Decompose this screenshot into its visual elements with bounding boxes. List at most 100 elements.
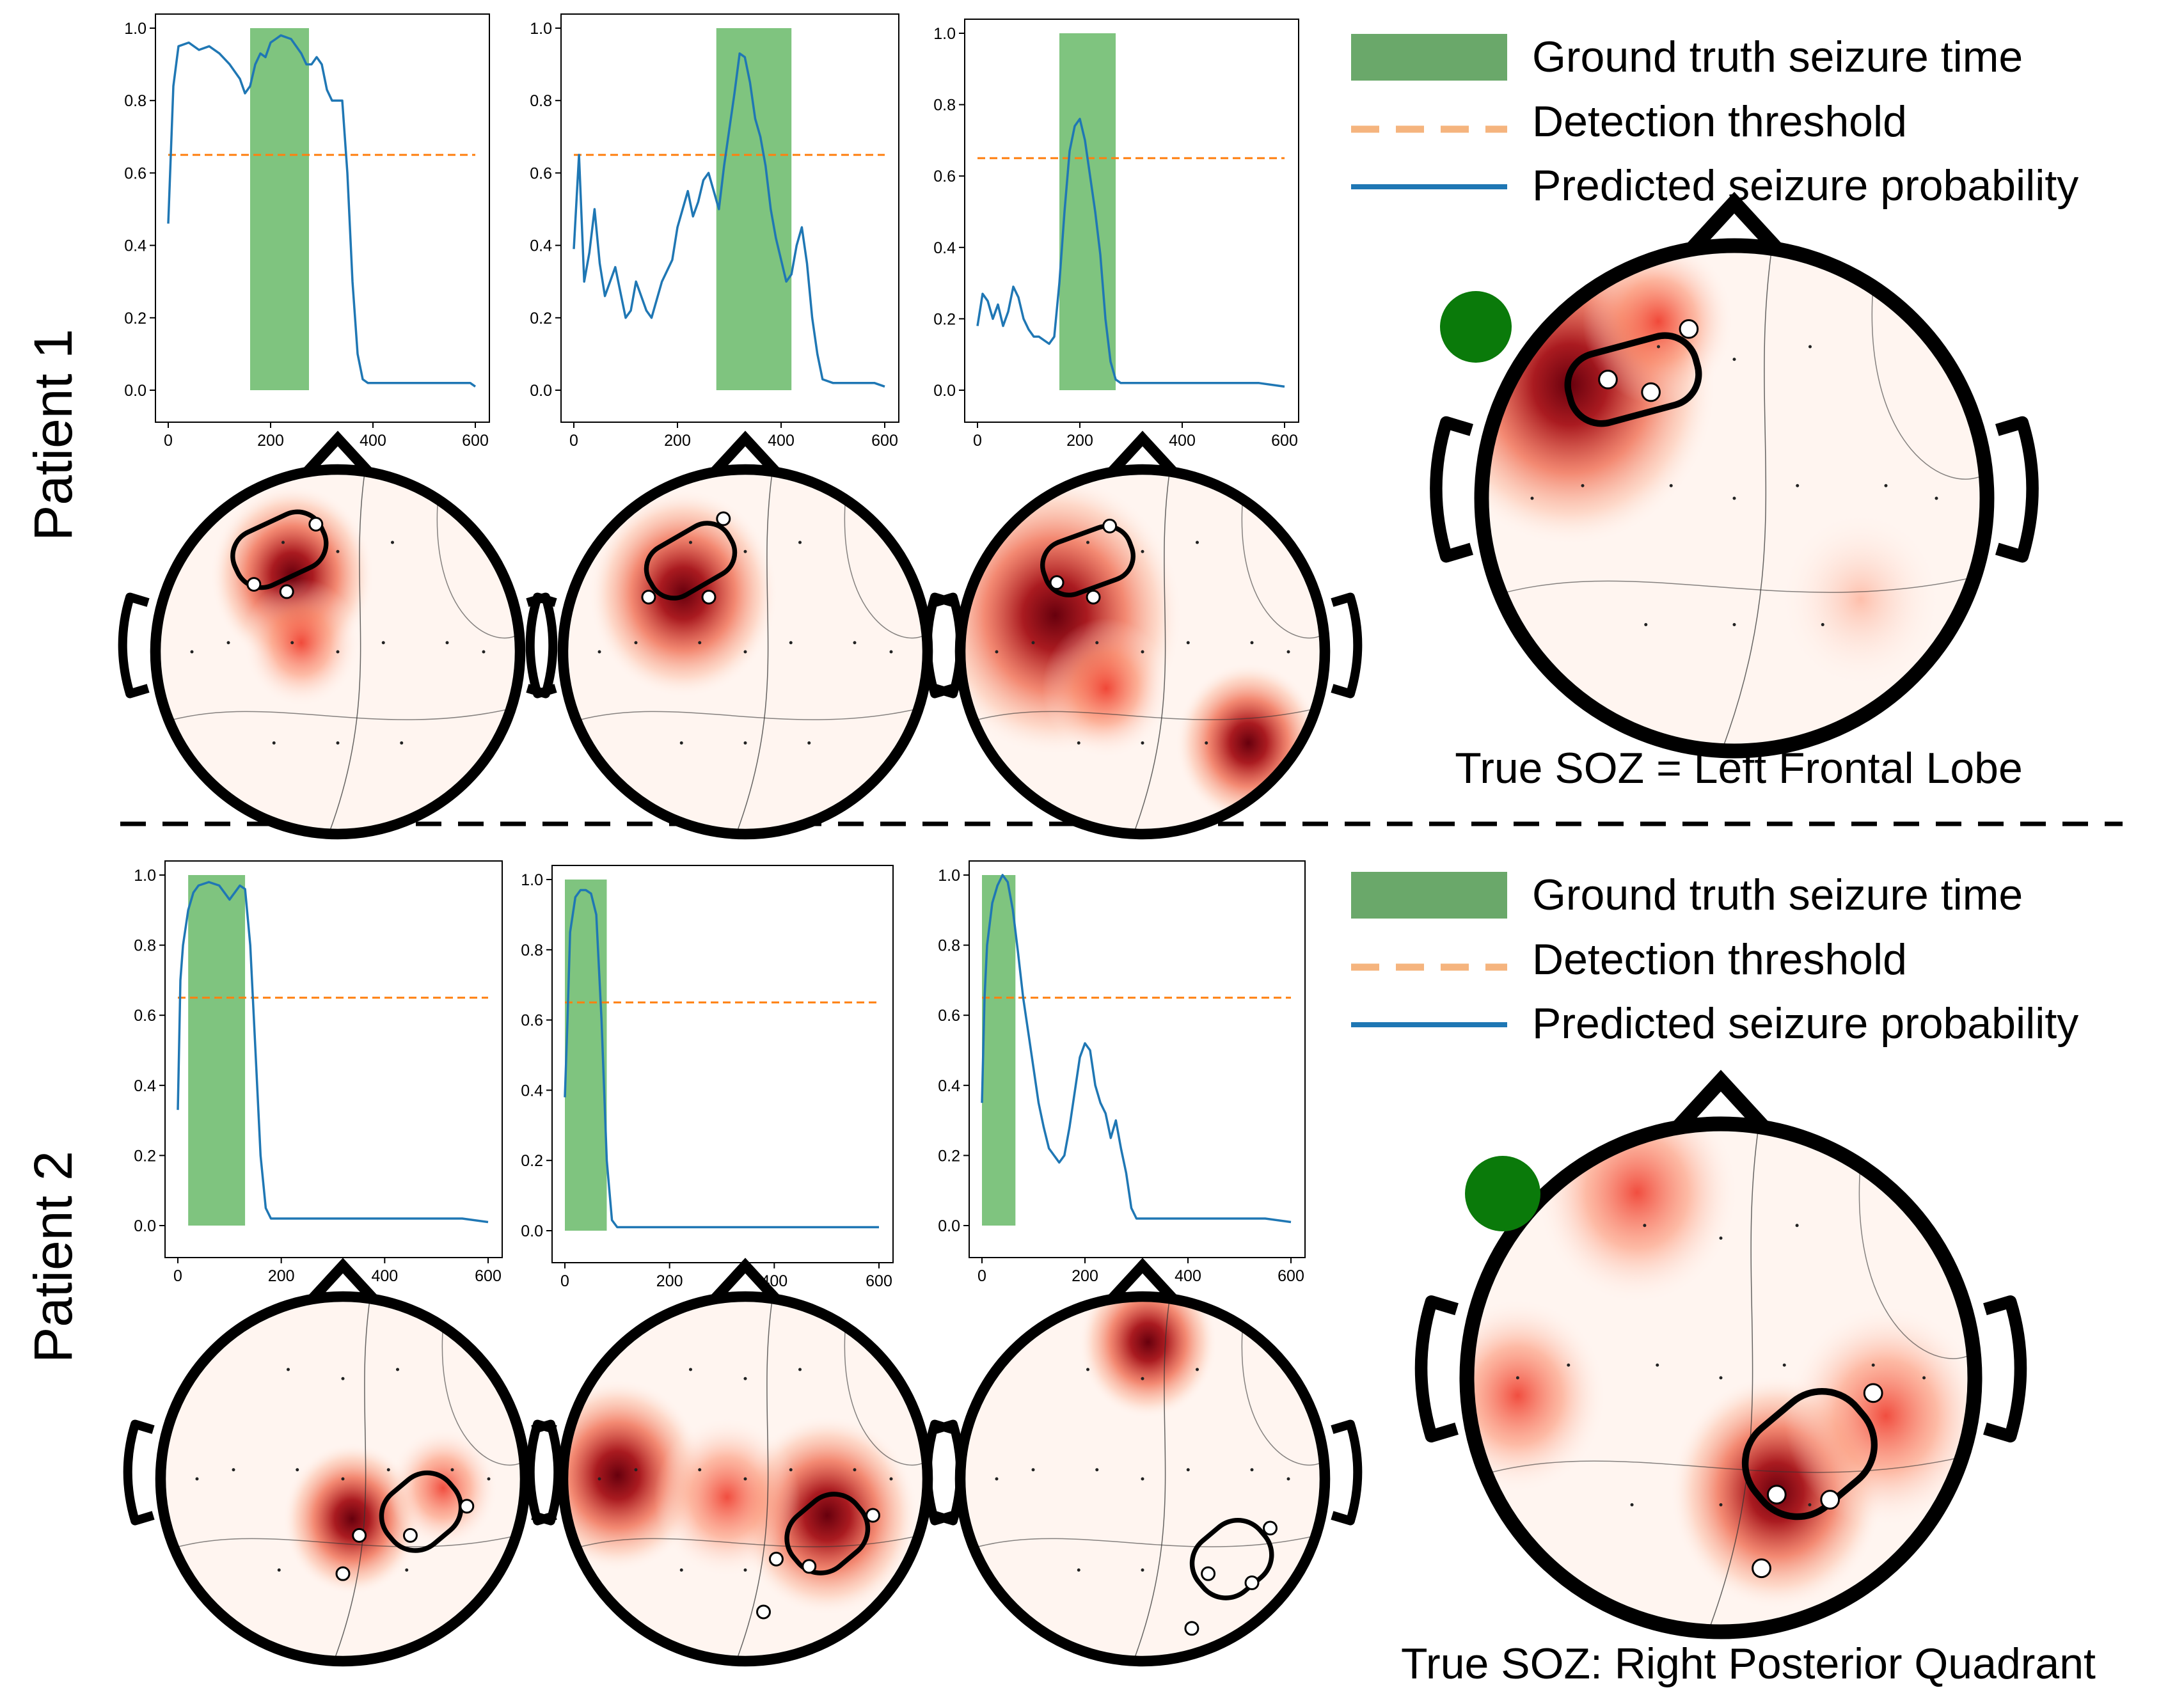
electrode-site bbox=[1141, 1377, 1144, 1380]
contour-line bbox=[1721, 246, 1773, 751]
x-tick-label: 0 bbox=[973, 432, 982, 450]
legend-label-threshold: Detection threshold bbox=[1532, 935, 1907, 984]
scalp-topomap-5 bbox=[123, 1258, 563, 1667]
y-tick-label: 0.0 bbox=[933, 382, 956, 400]
nose-outline bbox=[1107, 430, 1178, 476]
contour-line bbox=[1133, 470, 1171, 834]
soz-outline bbox=[1040, 524, 1136, 597]
electrode-site bbox=[450, 1468, 454, 1472]
contour-line bbox=[960, 1533, 1325, 1552]
ear-outline bbox=[1331, 1419, 1363, 1526]
electrode-site bbox=[1031, 641, 1035, 645]
y-tick-label: 1.0 bbox=[134, 867, 156, 885]
electrode-site bbox=[1732, 623, 1736, 626]
electrode-site bbox=[1031, 1468, 1035, 1472]
soz-electrode bbox=[402, 1527, 418, 1543]
y-tick-label: 0.6 bbox=[530, 164, 552, 182]
activity-hotspot bbox=[1467, 1297, 1607, 1494]
probability-chart-3: 0 200 400 600 0.0 0.2 0.4 0.6 0.8 1.0 bbox=[933, 19, 1299, 450]
soz-electrode bbox=[335, 1566, 351, 1581]
electrode-site bbox=[195, 1477, 199, 1481]
electrode-site bbox=[689, 1368, 692, 1371]
activity-hotspot bbox=[1042, 618, 1170, 759]
ear-outline bbox=[525, 1419, 557, 1526]
legend-label-seizure: Ground truth seizure time bbox=[1532, 871, 2023, 919]
electrode-site bbox=[1530, 496, 1534, 500]
electrode-site bbox=[679, 1568, 683, 1572]
x-tick-label: 600 bbox=[1278, 1267, 1304, 1285]
nose-outline bbox=[308, 1258, 378, 1303]
soz-electrode bbox=[459, 1499, 475, 1514]
activity-hotspot bbox=[282, 1442, 422, 1595]
soz-electrode bbox=[716, 511, 731, 526]
scalp-activity bbox=[161, 1297, 525, 1661]
soz-electrode bbox=[279, 584, 294, 599]
electrode-site bbox=[798, 541, 802, 544]
x-tick-label: 200 bbox=[1072, 1267, 1098, 1285]
y-tick-label: 0.6 bbox=[521, 1012, 543, 1030]
soz-electrode bbox=[768, 1551, 784, 1567]
electrode-site bbox=[1286, 650, 1290, 654]
y-tick-label: 0.6 bbox=[134, 1007, 156, 1025]
soz-electrode bbox=[1049, 575, 1064, 590]
electrode-site bbox=[789, 1468, 793, 1472]
ear-outline bbox=[1430, 416, 1473, 563]
plot-frame bbox=[964, 19, 1299, 423]
soz-electrode bbox=[866, 1508, 880, 1523]
soz-electrode bbox=[1201, 1566, 1216, 1581]
ear-outline bbox=[123, 1419, 155, 1526]
electrode-site bbox=[341, 1377, 345, 1380]
soz-electrode bbox=[1102, 518, 1118, 533]
legend-patient-2: Ground truth seizure time Detection thre… bbox=[1351, 871, 2078, 1048]
row-label-patient-1: Patient 1 bbox=[23, 329, 83, 541]
head-outline bbox=[954, 1291, 1331, 1667]
soz-electrode bbox=[701, 590, 716, 604]
soz-electrode bbox=[641, 590, 656, 604]
contour-line bbox=[563, 706, 928, 725]
y-tick-label: 0.2 bbox=[521, 1152, 543, 1170]
electrode-site bbox=[482, 650, 486, 654]
x-tick-label: 400 bbox=[360, 432, 386, 450]
contour-line bbox=[563, 1533, 928, 1552]
probability-line bbox=[177, 881, 489, 1224]
y-tick-label: 0.0 bbox=[530, 382, 552, 400]
head-outline bbox=[954, 464, 1331, 840]
seizure-span bbox=[716, 28, 792, 390]
soz-outline bbox=[1564, 332, 1702, 427]
electrode-site bbox=[381, 641, 385, 645]
electrode-site bbox=[1922, 1376, 1926, 1380]
electrode-site bbox=[1630, 1503, 1634, 1506]
x-tick-label: 200 bbox=[664, 432, 691, 450]
y-tick-label: 0.8 bbox=[124, 92, 146, 110]
soz-marker-patient-1 bbox=[1440, 291, 1512, 363]
soz-electrode bbox=[352, 1527, 367, 1543]
electrode-site bbox=[226, 641, 230, 645]
seizure-span bbox=[982, 875, 1016, 1226]
electrode-site bbox=[1719, 1503, 1723, 1506]
x-tick-label: 200 bbox=[656, 1272, 683, 1290]
x-tick-label: 400 bbox=[371, 1267, 398, 1285]
electrode-site bbox=[1141, 1477, 1144, 1481]
soz-electrode bbox=[756, 1604, 771, 1620]
activity-hotspot bbox=[1784, 1304, 1975, 1528]
electrode-site bbox=[1871, 1363, 1875, 1367]
nose-outline bbox=[303, 430, 373, 476]
soz-outline bbox=[1741, 1387, 1878, 1520]
activity-hotspot bbox=[654, 1417, 800, 1577]
electrode-site bbox=[445, 641, 449, 645]
contour-line bbox=[1858, 1162, 1975, 1359]
probability-line bbox=[564, 888, 879, 1229]
electrode-site bbox=[487, 1477, 491, 1481]
electrode-site bbox=[995, 1477, 999, 1481]
electrode-site bbox=[1808, 345, 1812, 349]
electrode-site bbox=[679, 741, 683, 745]
electrode-site bbox=[743, 1477, 747, 1481]
y-tick-label: 1.0 bbox=[521, 871, 543, 889]
y-tick-label: 0.2 bbox=[124, 310, 146, 328]
electrode-site bbox=[1884, 484, 1888, 487]
ear-outline bbox=[525, 592, 557, 699]
probability-chart-1: 0 200 400 600 0.0 0.2 0.4 0.6 0.8 1.0 bbox=[124, 13, 490, 450]
electrode-site bbox=[889, 1477, 893, 1481]
contour-line bbox=[1871, 283, 1987, 480]
